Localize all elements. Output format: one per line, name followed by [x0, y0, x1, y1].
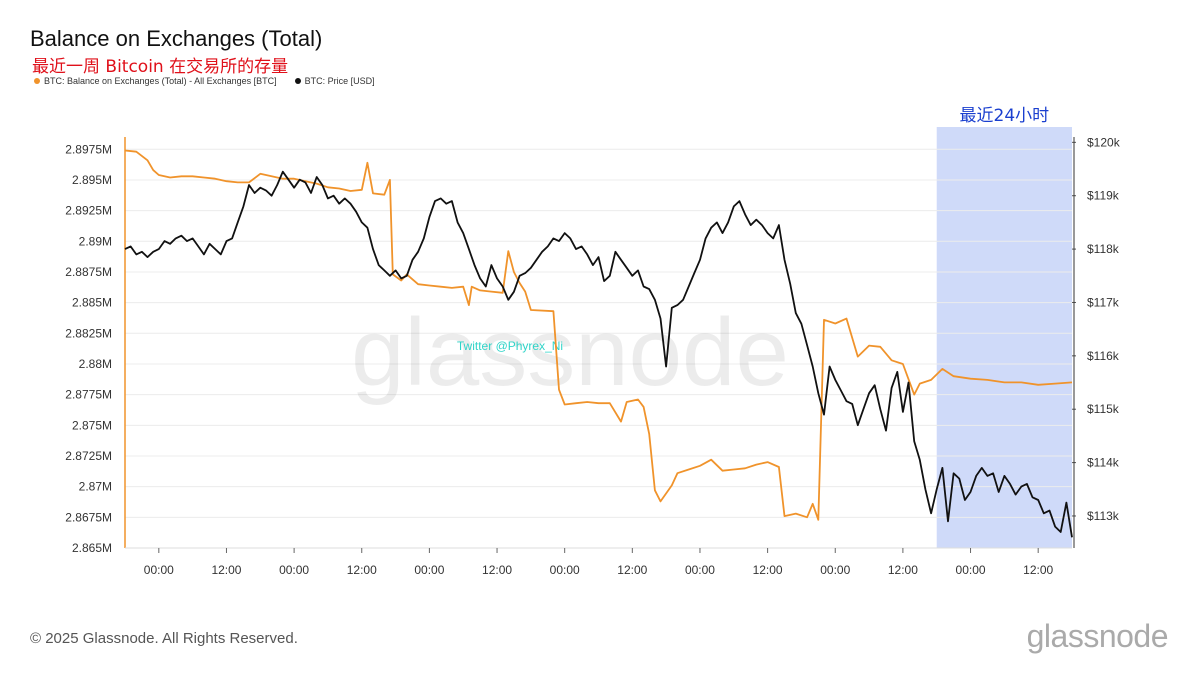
- right-tick-label: $114k: [1087, 456, 1120, 470]
- legend-item-balance[interactable]: BTC: Balance on Exchanges (Total) - All …: [34, 76, 277, 86]
- x-tick-label: 12:00: [888, 563, 918, 577]
- left-tick-label: 2.895M: [72, 173, 112, 187]
- left-tick-label: 2.875M: [72, 418, 112, 432]
- left-tick-label: 2.89M: [79, 234, 112, 248]
- price-series-line: [124, 170, 1073, 538]
- highlight-24h-region: [936, 127, 1072, 548]
- x-tick-label: 12:00: [482, 563, 512, 577]
- x-tick-label: 00:00: [685, 563, 715, 577]
- highlight-24h-label: 最近24小时: [960, 106, 1050, 126]
- legend-dot-price: [294, 78, 301, 84]
- legend-label-price: BTC: Price [USD]: [304, 76, 375, 86]
- left-tick-label: 2.8675M: [65, 510, 112, 524]
- balance-series-line: [124, 149, 1073, 521]
- x-tick-label: 12:00: [211, 563, 241, 577]
- right-tick-label: $113k: [1087, 509, 1120, 523]
- x-tick-label: 00:00: [279, 563, 309, 577]
- x-tick-label: 00:00: [414, 563, 444, 577]
- legend-item-price[interactable]: BTC: Price [USD]: [294, 76, 375, 86]
- left-tick-label: 2.87M: [79, 480, 112, 494]
- left-tick-label: 2.88M: [79, 357, 112, 371]
- x-tick-label: 00:00: [820, 563, 850, 577]
- left-tick-label: 2.8875M: [65, 265, 112, 279]
- chart-title: Balance on Exchanges (Total): [30, 26, 323, 51]
- right-tick-label: $115k: [1087, 402, 1120, 416]
- chart-subtitle: 最近一周 Bitcoin 在交易所的存量: [32, 57, 289, 77]
- x-tick-label: 12:00: [347, 563, 377, 577]
- left-tick-label: 2.8825M: [65, 326, 112, 340]
- x-tick-label: 12:00: [617, 563, 647, 577]
- x-tick-label: 12:00: [753, 563, 783, 577]
- x-tick-label: 00:00: [550, 563, 580, 577]
- glassnode-logo[interactable]: glassnode: [1026, 618, 1169, 654]
- legend: BTC: Balance on Exchanges (Total) - All …: [34, 76, 375, 86]
- left-tick-label: 2.8775M: [65, 388, 112, 402]
- right-tick-label: $117k: [1087, 295, 1120, 309]
- left-tick-label: 2.8725M: [65, 449, 112, 463]
- legend-label-balance: BTC: Balance on Exchanges (Total) - All …: [44, 76, 277, 86]
- watermark-text: glassnode: [351, 299, 789, 406]
- right-tick-label: $116k: [1087, 349, 1120, 363]
- twitter-watermark: Twitter @Phyrex_Ni: [457, 339, 563, 353]
- x-tick-label: 00:00: [956, 563, 986, 577]
- left-tick-label: 2.865M: [72, 541, 112, 555]
- right-tick-label: $120k: [1087, 135, 1121, 149]
- x-tick-label: 00:00: [144, 563, 174, 577]
- legend-dot-balance: [34, 78, 40, 84]
- right-tick-label: $118k: [1087, 242, 1120, 256]
- left-tick-label: 2.8925M: [65, 204, 112, 218]
- left-tick-label: 2.8975M: [65, 142, 112, 156]
- copyright-text: © 2025 Glassnode. All Rights Reserved.: [30, 630, 298, 647]
- right-tick-label: $119k: [1087, 189, 1120, 203]
- x-tick-label: 12:00: [1023, 563, 1053, 577]
- left-tick-label: 2.885M: [72, 296, 112, 310]
